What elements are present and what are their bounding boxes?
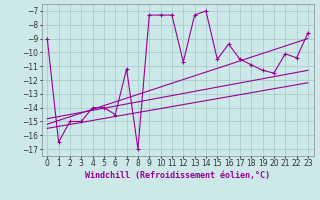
X-axis label: Windchill (Refroidissement éolien,°C): Windchill (Refroidissement éolien,°C) [85,171,270,180]
